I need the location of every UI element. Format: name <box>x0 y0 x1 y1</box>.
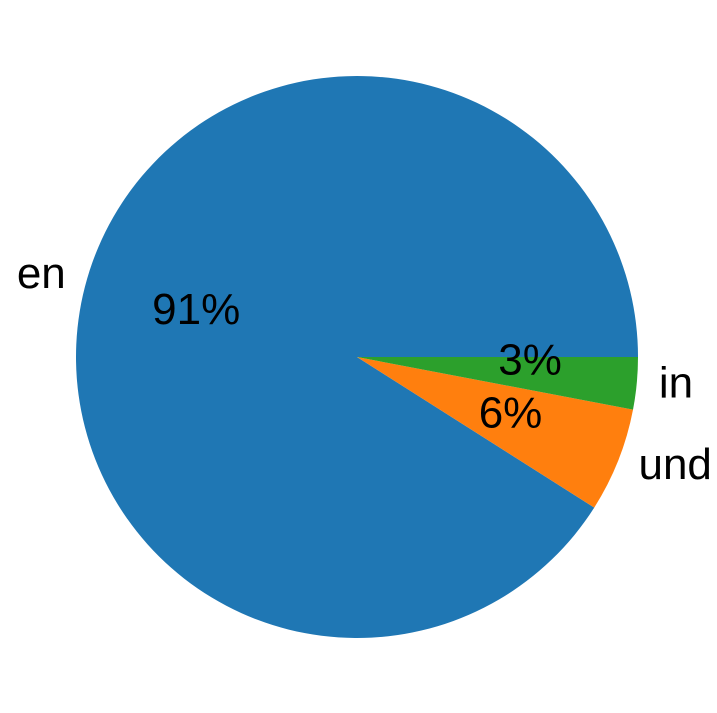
svg-text:en: en <box>17 249 66 298</box>
svg-text:3%: 3% <box>498 335 562 384</box>
svg-text:91%: 91% <box>152 285 240 334</box>
svg-text:6%: 6% <box>479 389 543 438</box>
svg-text:und: und <box>638 440 711 489</box>
svg-text:in: in <box>659 359 693 408</box>
